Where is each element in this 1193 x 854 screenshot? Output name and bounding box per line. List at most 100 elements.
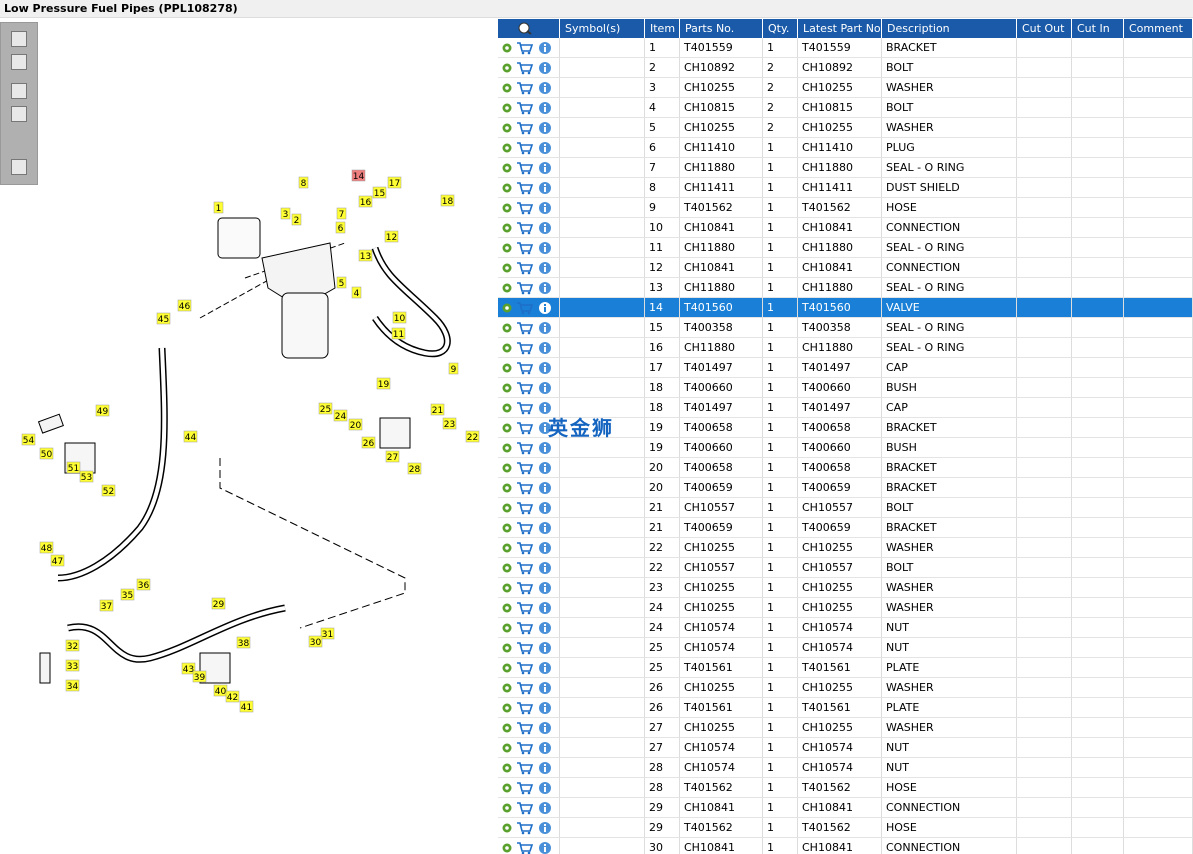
table-row[interactable]: 20 T400658 1 T400658 BRACKET [498, 458, 1193, 478]
callout-label: 15 [374, 189, 385, 199]
callout-box [440, 194, 455, 207]
table-cell: T400659 [680, 478, 763, 498]
table-row[interactable]: 9 T401562 1 T401562 HOSE [498, 198, 1193, 218]
fit-button[interactable] [11, 83, 27, 99]
table-cell: CH10255 [680, 538, 763, 558]
table-row[interactable]: 22 CH10557 1 CH10557 BOLT [498, 558, 1193, 578]
table-cell: T401562 [798, 198, 882, 218]
table-row[interactable]: 29 T401562 1 T401562 HOSE [498, 818, 1193, 838]
table-cell [1017, 278, 1072, 298]
table-row[interactable]: 3 CH10255 2 CH10255 WASHER [498, 78, 1193, 98]
table-cell: 21 [645, 518, 680, 538]
table-row[interactable]: 25 T401561 1 T401561 PLATE [498, 658, 1193, 678]
table-cell [560, 158, 645, 178]
table-cell: CH10841 [680, 838, 763, 854]
table-row[interactable]: 7 CH11880 1 CH11880 SEAL - O RING [498, 158, 1193, 178]
table-row[interactable]: 14 T401560 1 T401560 VALVE [498, 298, 1193, 318]
table-row[interactable]: 12 CH10841 1 CH10841 CONNECTION [498, 258, 1193, 278]
table-row[interactable]: 26 CH10255 1 CH10255 WASHER [498, 678, 1193, 698]
table-cell: 15 [645, 318, 680, 338]
table-cell: WASHER [882, 718, 1017, 738]
table-cell [560, 518, 645, 538]
actual-size-button[interactable] [11, 106, 27, 122]
table-row[interactable]: 28 CH10574 1 CH10574 NUT [498, 758, 1193, 778]
zoom-out-button[interactable] [11, 54, 27, 70]
table-cell: T400660 [680, 378, 763, 398]
callout-box [372, 186, 387, 199]
table-row[interactable]: 2 CH10892 2 CH10892 BOLT [498, 58, 1193, 78]
callout-box [442, 417, 457, 430]
table-row[interactable]: 18 T401497 1 T401497 CAP [498, 398, 1193, 418]
table-row[interactable]: 21 CH10557 1 CH10557 BOLT [498, 498, 1193, 518]
row-actions [498, 598, 560, 618]
table-cell: 22 [645, 538, 680, 558]
table-row[interactable]: 17 T401497 1 T401497 CAP [498, 358, 1193, 378]
table-row[interactable]: 15 T400358 1 T400358 SEAL - O RING [498, 318, 1193, 338]
table-cell: 2 [645, 58, 680, 78]
callout-box [351, 286, 362, 299]
table-cell: 28 [645, 758, 680, 778]
table-row[interactable]: 26 T401561 1 T401561 PLATE [498, 698, 1193, 718]
table-row[interactable]: 18 T400660 1 T400660 BUSH [498, 378, 1193, 398]
table-cell [1072, 778, 1124, 798]
table-cell [1072, 538, 1124, 558]
table-row[interactable]: 19 T400658 1 T400658 BRACKET [498, 418, 1193, 438]
table-row[interactable]: 24 CH10255 1 CH10255 WASHER [498, 598, 1193, 618]
table-cell: T401497 [798, 398, 882, 418]
callout-box [65, 679, 80, 692]
table-row[interactable]: 5 CH10255 2 CH10255 WASHER [498, 118, 1193, 138]
table-row[interactable]: 1 T401559 1 T401559 BRACKET [498, 38, 1193, 58]
table-cell [1124, 238, 1193, 258]
table-row[interactable]: 27 CH10255 1 CH10255 WASHER [498, 718, 1193, 738]
callout-box [236, 636, 251, 649]
table-row[interactable]: 11 CH11880 1 CH11880 SEAL - O RING [498, 238, 1193, 258]
zoom-in-button[interactable] [11, 31, 27, 47]
table-cell: T401562 [680, 198, 763, 218]
row-actions [498, 638, 560, 658]
callout-label: 12 [386, 233, 397, 243]
table-cell: WASHER [882, 598, 1017, 618]
table-row[interactable]: 30 CH10841 1 CH10841 CONNECTION [498, 838, 1193, 854]
table-cell [560, 218, 645, 238]
table-row[interactable]: 21 T400659 1 T400659 BRACKET [498, 518, 1193, 538]
table-row[interactable]: 19 T400660 1 T400660 BUSH [498, 438, 1193, 458]
table-cell [1017, 78, 1072, 98]
table-cell: 1 [763, 638, 798, 658]
table-row[interactable]: 23 CH10255 1 CH10255 WASHER [498, 578, 1193, 598]
table-cell: 1 [763, 398, 798, 418]
column-header: Comment [1124, 19, 1193, 38]
table-cell: 9 [645, 198, 680, 218]
table-cell: 1 [763, 258, 798, 278]
table-cell: T400658 [798, 458, 882, 478]
row-actions [498, 478, 560, 498]
table-cell [1124, 38, 1193, 58]
table-row[interactable]: 20 T400659 1 T400659 BRACKET [498, 478, 1193, 498]
window-title: Low Pressure Fuel Pipes (PPL108278) [0, 0, 1193, 18]
callout-box [407, 462, 422, 475]
table-row[interactable]: 27 CH10574 1 CH10574 NUT [498, 738, 1193, 758]
table-cell: 1 [763, 578, 798, 598]
table-row[interactable]: 24 CH10574 1 CH10574 NUT [498, 618, 1193, 638]
table-row[interactable]: 28 T401562 1 T401562 HOSE [498, 778, 1193, 798]
table-cell: WASHER [882, 118, 1017, 138]
table-cell [1124, 278, 1193, 298]
table-cell [560, 738, 645, 758]
table-row[interactable]: 4 CH10815 2 CH10815 BOLT [498, 98, 1193, 118]
table-cell [560, 438, 645, 458]
table-cell [560, 458, 645, 478]
table-cell [1072, 158, 1124, 178]
row-actions [498, 198, 560, 218]
table-row[interactable]: 25 CH10574 1 CH10574 NUT [498, 638, 1193, 658]
table-cell [1017, 798, 1072, 818]
table-row[interactable]: 10 CH10841 1 CH10841 CONNECTION [498, 218, 1193, 238]
table-row[interactable]: 29 CH10841 1 CH10841 CONNECTION [498, 798, 1193, 818]
table-row[interactable]: 6 CH11410 1 CH11410 PLUG [498, 138, 1193, 158]
table-cell [1124, 618, 1193, 638]
table-row[interactable]: 8 CH11411 1 CH11411 DUST SHIELD [498, 178, 1193, 198]
table-row[interactable]: 13 CH11880 1 CH11880 SEAL - O RING [498, 278, 1193, 298]
table-cell [1124, 518, 1193, 538]
export-button[interactable] [11, 159, 27, 175]
table-row[interactable]: 16 CH11880 1 CH11880 SEAL - O RING [498, 338, 1193, 358]
callout-box [101, 484, 116, 497]
table-row[interactable]: 22 CH10255 1 CH10255 WASHER [498, 538, 1193, 558]
